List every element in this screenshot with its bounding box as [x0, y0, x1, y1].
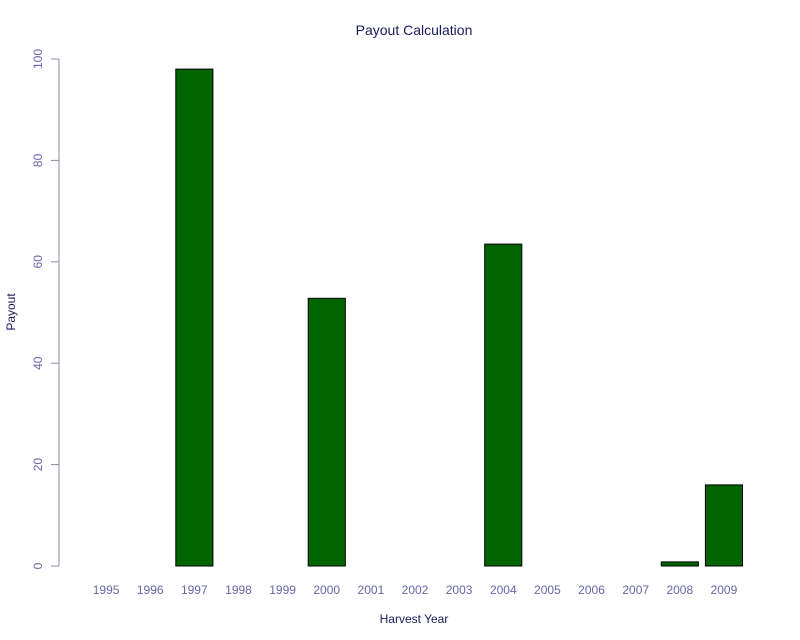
- x-tick-label-2006: 2006: [578, 583, 605, 597]
- x-tick-label-2002: 2002: [402, 583, 429, 597]
- x-axis-tick-labels: 1995 1996 1997 1998 1999 2000 2001 2002 2003 2004…: [93, 583, 738, 597]
- x-tick-label-2001: 2001: [358, 583, 385, 597]
- x-tick-label-1997: 1997: [181, 583, 208, 597]
- x-tick-label-1995: 1995: [93, 583, 120, 597]
- bar-2004: [484, 243, 523, 567]
- x-tick-label-2009: 2009: [711, 583, 738, 597]
- y-tick-label: 0: [31, 562, 45, 569]
- bar-1997: [175, 68, 214, 567]
- y-tick-label: 100: [31, 49, 45, 69]
- x-tick-label-2005: 2005: [534, 583, 561, 597]
- bars: [175, 68, 744, 567]
- bar-2000: [307, 297, 346, 567]
- x-tick-label-1998: 1998: [225, 583, 252, 597]
- bar-2009: [704, 484, 744, 567]
- x-axis-label: Harvest Year: [380, 612, 449, 626]
- x-tick-label-1999: 1999: [269, 583, 296, 597]
- x-tick-label-2004: 2004: [490, 583, 517, 597]
- chart-title: Payout Calculation: [356, 22, 473, 38]
- x-tick-label-2003: 2003: [446, 583, 473, 597]
- bar-2008: [660, 561, 699, 567]
- x-tick-label-1996: 1996: [137, 583, 164, 597]
- y-axis: 0 20 40 60 80 100: [31, 49, 60, 569]
- y-tick-label: 80: [31, 153, 45, 167]
- x-tick-label-2000: 2000: [313, 583, 340, 597]
- y-tick-label: 60: [31, 255, 45, 269]
- x-tick-label-2008: 2008: [666, 583, 693, 597]
- y-axis-label: Payout: [4, 293, 18, 331]
- x-tick-label-2007: 2007: [622, 583, 649, 597]
- y-tick-label: 40: [31, 356, 45, 370]
- y-tick-label: 20: [31, 458, 45, 472]
